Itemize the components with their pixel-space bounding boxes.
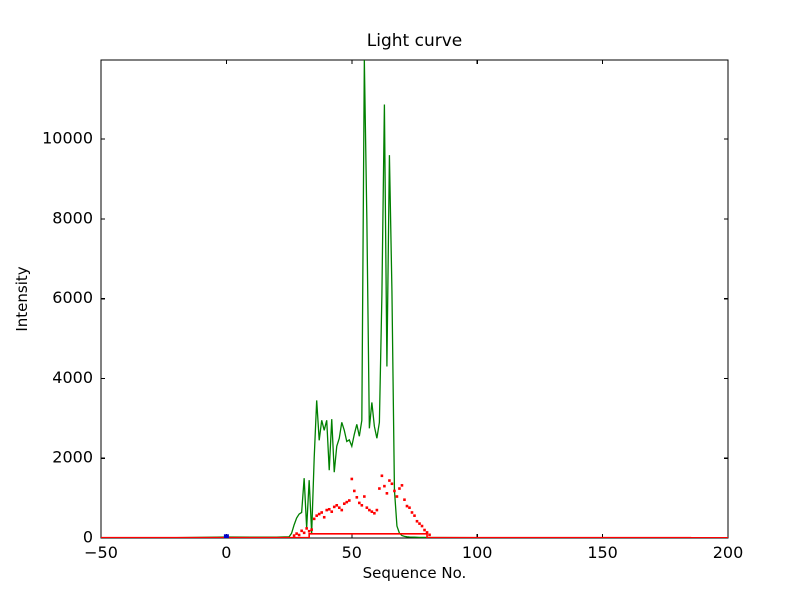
- y-tick-label: 8000: [52, 208, 93, 227]
- marker-background-scatter: [315, 514, 318, 517]
- axes-frame: [100, 59, 729, 539]
- marker-background-scatter: [418, 522, 421, 525]
- y-tick-label: 0: [83, 528, 93, 547]
- marker-background-scatter: [413, 514, 416, 517]
- y-tick-label: 2000: [52, 448, 93, 467]
- marker-background-scatter: [320, 511, 323, 514]
- marker-background-scatter: [305, 527, 308, 530]
- marker-background-scatter: [307, 529, 311, 533]
- y-tick-label: 6000: [52, 288, 93, 307]
- marker-background-scatter: [363, 495, 366, 498]
- marker-background-scatter: [398, 487, 401, 490]
- marker-background-scatter: [365, 506, 369, 509]
- marker-background-scatter: [393, 489, 396, 493]
- marker-background-scatter: [380, 474, 384, 478]
- marker-background-scatter: [368, 508, 371, 512]
- marker-background-scatter: [327, 507, 331, 511]
- marker-background-scatter: [335, 504, 339, 507]
- marker-background-scatter: [388, 479, 391, 482]
- marker-background-scatter: [410, 511, 414, 514]
- marker-background-scatter: [420, 524, 424, 528]
- x-tick-label: 200: [713, 543, 744, 562]
- marker-background-scatter: [312, 517, 316, 521]
- marker-background-scatter: [337, 506, 341, 509]
- x-tick-label: −50: [84, 543, 118, 562]
- marker-background-scatter: [358, 501, 361, 505]
- marker-background-scatter: [378, 487, 381, 490]
- y-tick-label: 4000: [52, 368, 93, 387]
- marker-background-scatter: [300, 529, 303, 533]
- marker-background-scatter: [375, 508, 379, 512]
- marker-background-scatter: [383, 484, 386, 488]
- marker-background-scatter: [340, 508, 344, 512]
- marker-background-scatter: [360, 504, 364, 507]
- marker-background-scatter: [322, 515, 326, 519]
- marker-background-scatter: [405, 504, 409, 508]
- x-tick-label: 0: [221, 543, 231, 562]
- marker-background-scatter: [345, 500, 349, 504]
- marker-background-scatter: [395, 495, 399, 498]
- plot-frame: [100, 59, 729, 539]
- marker-background-scatter: [408, 506, 411, 509]
- x-tick-label: 100: [462, 543, 493, 562]
- x-axis-label: Sequence No.: [363, 564, 467, 582]
- axis-ticks: [100, 60, 729, 539]
- y-axis-label: Intensity: [13, 266, 31, 331]
- data-series: [101, 60, 728, 538]
- series-total-intensity: [101, 60, 728, 538]
- series-aperture-mask: [101, 533, 728, 538]
- x-tick-label: 150: [587, 543, 618, 562]
- marker-background-scatter: [400, 484, 404, 487]
- marker-background-scatter: [350, 477, 354, 481]
- marker-background-scatter: [353, 489, 356, 493]
- chart-title: Light curve: [367, 31, 462, 51]
- marker-background-scatter: [370, 510, 374, 513]
- marker-background-scatter: [428, 533, 431, 537]
- marker-background-scatter: [330, 510, 334, 513]
- marker-background-scatter: [355, 496, 359, 499]
- x-tick-label: 50: [342, 543, 362, 562]
- marker-background-scatter: [347, 499, 351, 502]
- marker-background-scatter: [332, 505, 336, 509]
- marker-background-scatter: [302, 531, 306, 535]
- marker-background-scatter: [425, 531, 429, 534]
- marker-background-scatter: [423, 528, 426, 532]
- marker-background-scatter: [295, 532, 298, 535]
- marker-background-scatter: [385, 492, 389, 495]
- marker-background-scatter: [317, 512, 321, 516]
- marker-background-scatter: [373, 511, 376, 515]
- marker-background-scatter: [390, 482, 394, 486]
- y-tick-label: 10000: [42, 129, 93, 148]
- marker-background-scatter: [415, 519, 419, 523]
- marker-background-scatter: [325, 508, 329, 512]
- marker-background-scatter: [403, 498, 406, 502]
- marker-reference-point: [223, 534, 229, 538]
- marker-background-scatter: [292, 534, 296, 537]
- marker-background-scatter: [342, 502, 346, 505]
- marker-background-scatter: [297, 533, 301, 537]
- marker-background-scatter: [310, 528, 313, 531]
